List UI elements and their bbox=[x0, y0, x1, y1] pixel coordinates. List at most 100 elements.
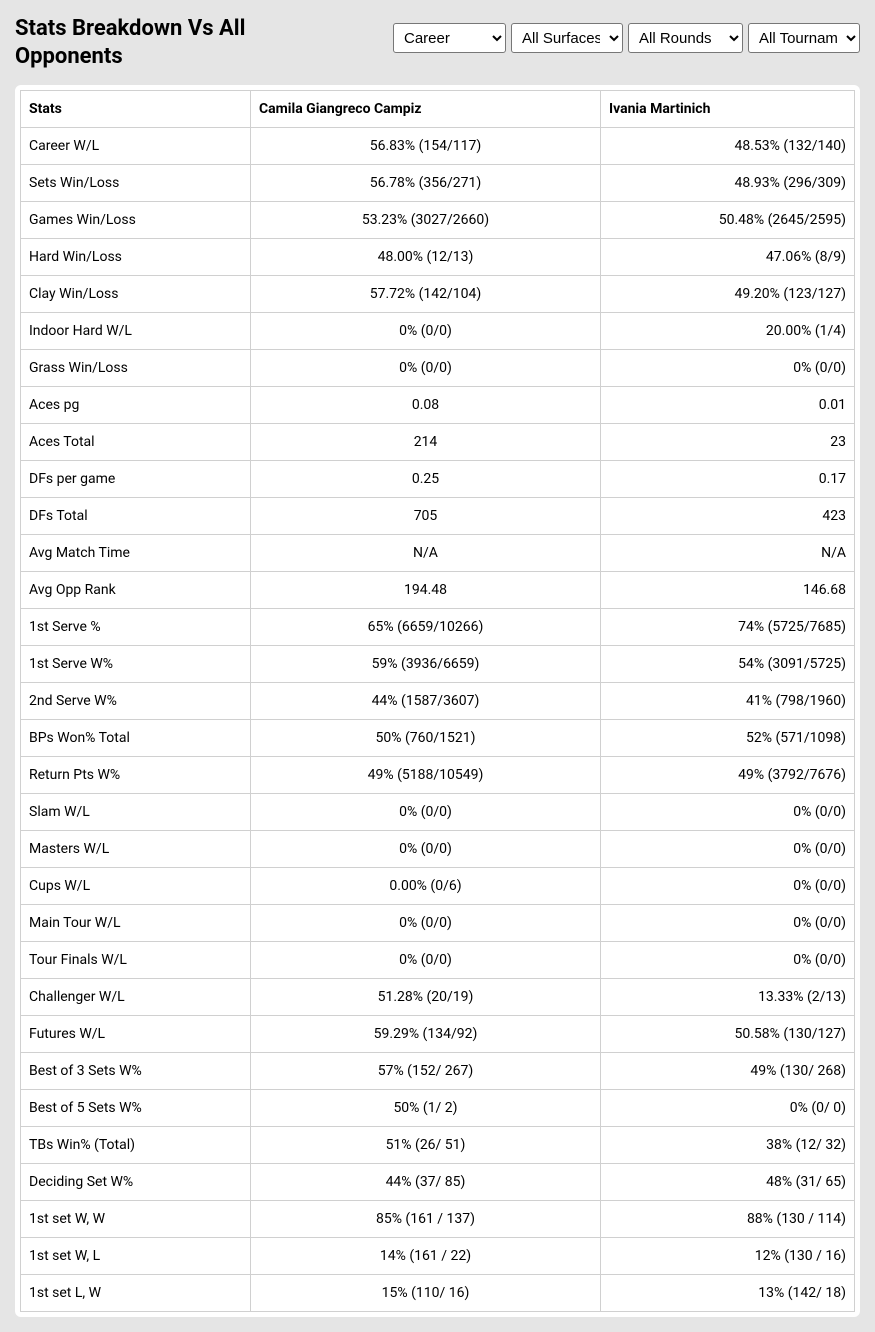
stat-label: Indoor Hard W/L bbox=[21, 313, 251, 350]
stat-value-b: 88% (130 / 114) bbox=[601, 1201, 855, 1238]
stat-label: Return Pts W% bbox=[21, 757, 251, 794]
table-row: 1st Serve W%59% (3936/6659)54% (3091/572… bbox=[21, 646, 855, 683]
table-row: 1st Serve %65% (6659/10266)74% (5725/768… bbox=[21, 609, 855, 646]
stat-value-a: 44% (37/ 85) bbox=[251, 1164, 601, 1201]
header-player-a: Camila Giangreco Campiz bbox=[251, 91, 601, 128]
page-title: Stats Breakdown Vs All Opponents bbox=[15, 15, 295, 70]
stat-value-a: 705 bbox=[251, 498, 601, 535]
stat-label: Career W/L bbox=[21, 128, 251, 165]
stat-label: Sets Win/Loss bbox=[21, 165, 251, 202]
table-row: Avg Match TimeN/AN/A bbox=[21, 535, 855, 572]
stat-label: TBs Win% (Total) bbox=[21, 1127, 251, 1164]
table-row: 1st set L, W15% (110/ 16)13% (142/ 18) bbox=[21, 1275, 855, 1312]
stat-value-b: 0% (0/0) bbox=[601, 868, 855, 905]
stat-value-b: 41% (798/1960) bbox=[601, 683, 855, 720]
stat-label: Tour Finals W/L bbox=[21, 942, 251, 979]
stat-label: Clay Win/Loss bbox=[21, 276, 251, 313]
stat-value-b: 48.53% (132/140) bbox=[601, 128, 855, 165]
stat-value-a: 0.08 bbox=[251, 387, 601, 424]
stat-value-b: 0% (0/0) bbox=[601, 831, 855, 868]
table-row: Avg Opp Rank194.48146.68 bbox=[21, 572, 855, 609]
stat-label: Hard Win/Loss bbox=[21, 239, 251, 276]
stat-value-a: 0% (0/0) bbox=[251, 831, 601, 868]
stat-label: 1st set W, W bbox=[21, 1201, 251, 1238]
stat-label: 1st set W, L bbox=[21, 1238, 251, 1275]
table-row: Main Tour W/L0% (0/0)0% (0/0) bbox=[21, 905, 855, 942]
stat-value-b: 74% (5725/7685) bbox=[601, 609, 855, 646]
stat-value-a: 56.83% (154/117) bbox=[251, 128, 601, 165]
table-row: Best of 5 Sets W%50% (1/ 2)0% (0/ 0) bbox=[21, 1090, 855, 1127]
stat-value-a: 51.28% (20/19) bbox=[251, 979, 601, 1016]
table-row: BPs Won% Total50% (760/1521)52% (571/109… bbox=[21, 720, 855, 757]
filter-round-select[interactable]: All Rounds bbox=[628, 23, 743, 53]
stat-value-b: 52% (571/1098) bbox=[601, 720, 855, 757]
stat-value-a: 59% (3936/6659) bbox=[251, 646, 601, 683]
stat-value-a: 15% (110/ 16) bbox=[251, 1275, 601, 1312]
stat-label: Grass Win/Loss bbox=[21, 350, 251, 387]
stats-table: Stats Camila Giangreco Campiz Ivania Mar… bbox=[20, 90, 855, 1312]
filters-group: Career All Surfaces All Rounds All Tourn… bbox=[393, 15, 860, 53]
stat-value-b: 23 bbox=[601, 424, 855, 461]
stat-value-a: 50% (1/ 2) bbox=[251, 1090, 601, 1127]
stat-value-b: 12% (130 / 16) bbox=[601, 1238, 855, 1275]
stat-label: Main Tour W/L bbox=[21, 905, 251, 942]
stat-value-a: 0.00% (0/6) bbox=[251, 868, 601, 905]
filter-career-select[interactable]: Career bbox=[393, 23, 506, 53]
filter-surface-select[interactable]: All Surfaces bbox=[511, 23, 623, 53]
stat-value-b: 0% (0/0) bbox=[601, 794, 855, 831]
stat-value-b: 0.17 bbox=[601, 461, 855, 498]
stat-label: Avg Match Time bbox=[21, 535, 251, 572]
stat-value-b: 49.20% (123/127) bbox=[601, 276, 855, 313]
stat-value-a: N/A bbox=[251, 535, 601, 572]
table-row: Sets Win/Loss56.78% (356/271)48.93% (296… bbox=[21, 165, 855, 202]
stat-label: Best of 5 Sets W% bbox=[21, 1090, 251, 1127]
stat-value-b: 0% (0/0) bbox=[601, 942, 855, 979]
table-row: Challenger W/L51.28% (20/19)13.33% (2/13… bbox=[21, 979, 855, 1016]
stat-label: Futures W/L bbox=[21, 1016, 251, 1053]
table-row: Masters W/L0% (0/0)0% (0/0) bbox=[21, 831, 855, 868]
stat-value-b: 20.00% (1/4) bbox=[601, 313, 855, 350]
stat-label: 1st Serve W% bbox=[21, 646, 251, 683]
stat-value-b: 13% (142/ 18) bbox=[601, 1275, 855, 1312]
table-row: Hard Win/Loss48.00% (12/13)47.06% (8/9) bbox=[21, 239, 855, 276]
stat-value-a: 14% (161 / 22) bbox=[251, 1238, 601, 1275]
stat-value-b: 54% (3091/5725) bbox=[601, 646, 855, 683]
table-row: 2nd Serve W%44% (1587/3607)41% (798/1960… bbox=[21, 683, 855, 720]
stats-table-wrap: Stats Camila Giangreco Campiz Ivania Mar… bbox=[15, 85, 860, 1317]
table-row: Tour Finals W/L0% (0/0)0% (0/0) bbox=[21, 942, 855, 979]
stat-label: Challenger W/L bbox=[21, 979, 251, 1016]
stat-label: Cups W/L bbox=[21, 868, 251, 905]
table-row: Slam W/L0% (0/0)0% (0/0) bbox=[21, 794, 855, 831]
stat-value-a: 65% (6659/10266) bbox=[251, 609, 601, 646]
stat-value-a: 0% (0/0) bbox=[251, 313, 601, 350]
table-row: Games Win/Loss53.23% (3027/2660)50.48% (… bbox=[21, 202, 855, 239]
stat-value-b: 48.93% (296/309) bbox=[601, 165, 855, 202]
stat-value-b: 49% (130/ 268) bbox=[601, 1053, 855, 1090]
stat-value-b: N/A bbox=[601, 535, 855, 572]
stat-label: Best of 3 Sets W% bbox=[21, 1053, 251, 1090]
stat-value-b: 0% (0/0) bbox=[601, 350, 855, 387]
stat-label: Aces Total bbox=[21, 424, 251, 461]
table-row: Indoor Hard W/L0% (0/0)20.00% (1/4) bbox=[21, 313, 855, 350]
stat-value-a: 0% (0/0) bbox=[251, 905, 601, 942]
stat-value-b: 50.48% (2645/2595) bbox=[601, 202, 855, 239]
stat-value-b: 146.68 bbox=[601, 572, 855, 609]
table-row: Clay Win/Loss57.72% (142/104)49.20% (123… bbox=[21, 276, 855, 313]
stat-label: BPs Won% Total bbox=[21, 720, 251, 757]
filter-tournament-select[interactable]: All Tournaments bbox=[748, 23, 860, 53]
stat-label: Deciding Set W% bbox=[21, 1164, 251, 1201]
stat-value-a: 0% (0/0) bbox=[251, 794, 601, 831]
table-header-row: Stats Camila Giangreco Campiz Ivania Mar… bbox=[21, 91, 855, 128]
stat-value-a: 44% (1587/3607) bbox=[251, 683, 601, 720]
stat-label: Slam W/L bbox=[21, 794, 251, 831]
table-row: Cups W/L0.00% (0/6)0% (0/0) bbox=[21, 868, 855, 905]
stat-value-a: 0.25 bbox=[251, 461, 601, 498]
header-player-b: Ivania Martinich bbox=[601, 91, 855, 128]
stat-value-b: 50.58% (130/127) bbox=[601, 1016, 855, 1053]
stat-value-a: 59.29% (134/92) bbox=[251, 1016, 601, 1053]
stat-value-a: 50% (760/1521) bbox=[251, 720, 601, 757]
table-row: Aces Total21423 bbox=[21, 424, 855, 461]
stat-value-b: 47.06% (8/9) bbox=[601, 239, 855, 276]
table-row: Career W/L56.83% (154/117)48.53% (132/14… bbox=[21, 128, 855, 165]
stat-label: Masters W/L bbox=[21, 831, 251, 868]
